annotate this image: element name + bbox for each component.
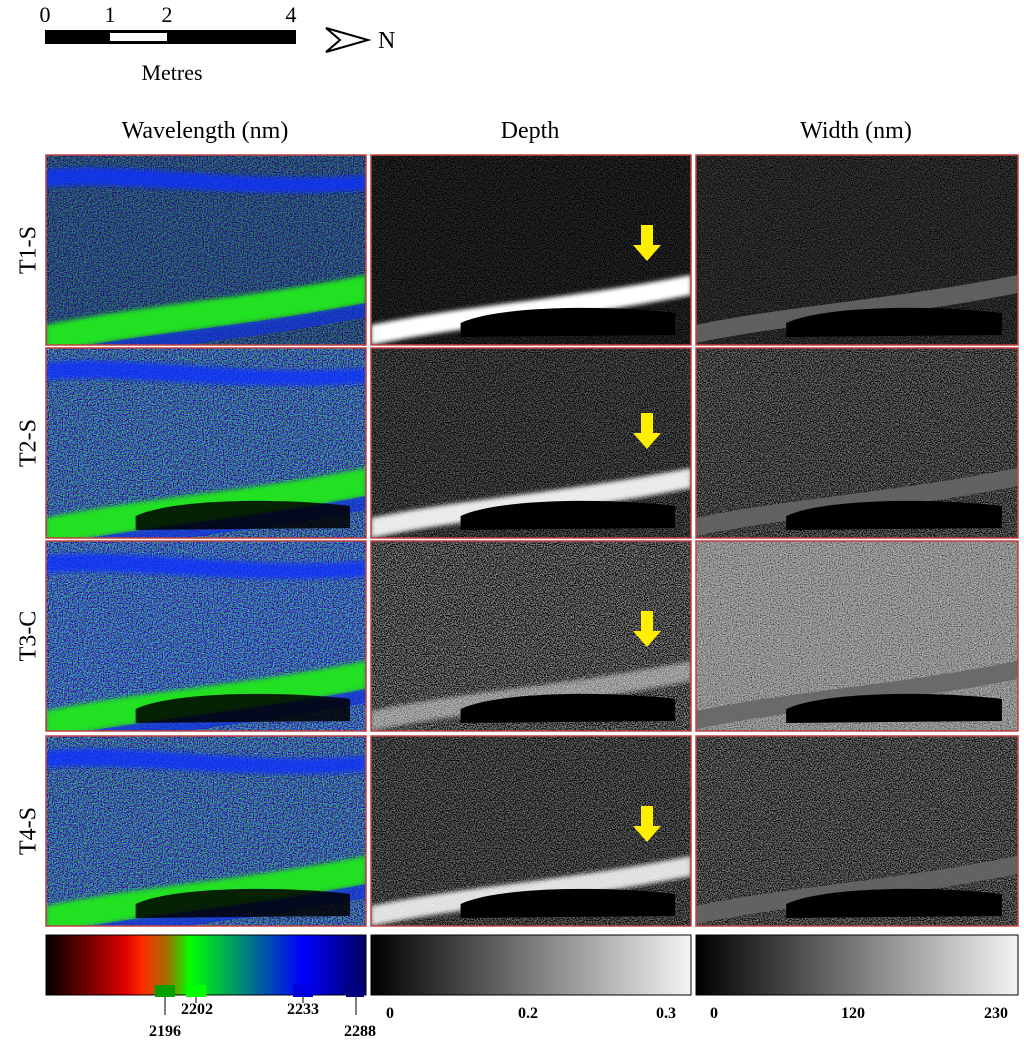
depth-colorbar (370, 934, 692, 996)
panel-frame (370, 735, 692, 927)
scale-unit: Metres (141, 60, 202, 85)
swatch (186, 985, 206, 997)
panel-frame (695, 540, 1019, 732)
row-label: T4-S (16, 807, 42, 855)
panel-frame (695, 154, 1019, 346)
cb-label: 230 (984, 1005, 1008, 1022)
image-panel (46, 155, 366, 345)
image-panel (46, 736, 366, 926)
panel-frame (370, 347, 692, 539)
image-panel (371, 541, 691, 731)
swatch (155, 985, 175, 997)
scale-bar-segment (110, 33, 167, 41)
panel-frame (370, 540, 692, 732)
cb-label: 0.2 (518, 1005, 538, 1022)
yellow-arrow (633, 806, 661, 842)
cb-label: 2233 (287, 1001, 319, 1018)
gray-layer (696, 275, 1018, 343)
dark-lens (135, 693, 350, 723)
scale-tick: 1 (105, 2, 116, 27)
panel-frame (45, 154, 367, 346)
panel-frame (45, 347, 367, 539)
scale-tick: 0 (40, 2, 51, 27)
panel-grid (45, 154, 1019, 927)
cb-label: 120 (841, 1005, 865, 1022)
dark-lens (786, 693, 1002, 723)
dark-lens (786, 500, 1002, 530)
swatch (293, 985, 313, 997)
yellow-arrow (633, 413, 661, 449)
image-panel (46, 348, 366, 538)
gray-layer (696, 856, 1018, 924)
cb-label: 2288 (344, 1023, 376, 1040)
cb-label: 2202 (181, 1001, 213, 1018)
image-panel (696, 541, 1018, 731)
scale-tick: 4 (286, 2, 297, 27)
dark-lens (460, 307, 675, 337)
cb-label: 0.3 (656, 1005, 676, 1022)
gray-layer (696, 661, 1018, 729)
scale-tick: 2 (162, 2, 173, 27)
north-arrow (325, 27, 372, 53)
blue-layer (88, 303, 366, 345)
gray-layer (696, 468, 1018, 536)
column-header: Depth (501, 118, 560, 144)
panel-frame (45, 735, 367, 927)
width-colorbar (695, 934, 1019, 996)
row-label: T1-S (16, 226, 42, 274)
image-panel (371, 736, 691, 926)
row-label: T3-C (16, 611, 42, 662)
dark-lens (460, 500, 675, 530)
cb-label: 0 (386, 1005, 394, 1022)
dark-lens (135, 500, 350, 530)
swatch (346, 985, 364, 997)
panel-frame (45, 540, 367, 732)
green-layer (46, 275, 366, 345)
cb-label: 2196 (149, 1023, 181, 1040)
scale-bar (45, 30, 296, 44)
dark-lens (786, 307, 1002, 337)
row-label: T2-S (16, 419, 42, 467)
dark-lens (460, 693, 675, 723)
blue-layer (46, 167, 366, 193)
dark-lens (460, 888, 675, 918)
yellow-arrow (633, 611, 661, 647)
image-panel (46, 541, 366, 731)
image-panel (371, 348, 691, 538)
image-panel (371, 155, 691, 345)
yellow-arrow (633, 225, 661, 261)
column-header: Width (nm) (800, 118, 912, 144)
panel-frame (370, 154, 692, 346)
panel-frame (695, 735, 1019, 927)
image-panel (696, 736, 1018, 926)
panel-frame (695, 347, 1019, 539)
image-panel (696, 348, 1018, 538)
blue-layer (46, 360, 366, 386)
cb-label: 0 (710, 1005, 718, 1022)
north-label: N (378, 28, 395, 54)
blue-layer (46, 748, 366, 774)
dark-lens (135, 888, 350, 918)
dark-lens (786, 888, 1002, 918)
column-header: Wavelength (nm) (122, 118, 289, 144)
blue-layer (46, 553, 366, 579)
image-panel (696, 155, 1018, 345)
